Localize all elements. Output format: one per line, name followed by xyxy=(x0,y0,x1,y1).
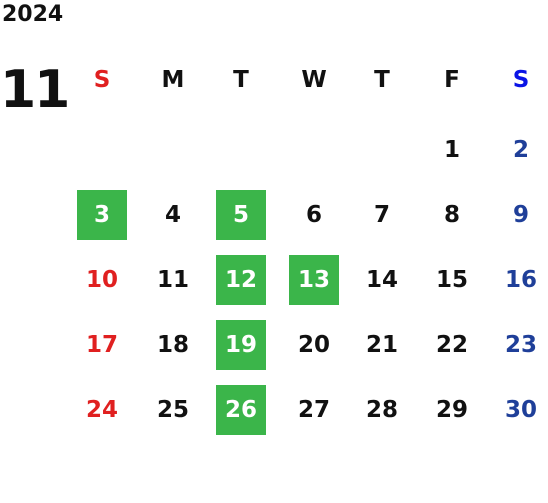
day: 1 xyxy=(443,137,460,163)
day: 18 xyxy=(156,332,189,358)
day: 4 xyxy=(164,202,181,228)
day: 28 xyxy=(365,397,398,423)
day: 24 xyxy=(85,397,118,423)
day: 25 xyxy=(156,397,189,423)
marked-day: 5 xyxy=(216,190,266,240)
marked-day: 13 xyxy=(289,255,339,305)
marked-day: 26 xyxy=(216,385,266,435)
marked-day: 3 xyxy=(77,190,127,240)
day: 16 xyxy=(504,267,537,293)
day: 22 xyxy=(435,332,468,358)
weekday-header: F xyxy=(444,67,460,93)
marked-day: 19 xyxy=(216,320,266,370)
day: 23 xyxy=(504,332,537,358)
day: 11 xyxy=(156,267,189,293)
weekday-header: S xyxy=(93,67,111,93)
day: 7 xyxy=(373,202,390,228)
month: 11 xyxy=(0,60,70,120)
weekday-header: W xyxy=(301,67,327,93)
weekday-header: T xyxy=(374,67,390,93)
year: 2024 xyxy=(2,2,64,27)
day: 9 xyxy=(512,202,529,228)
day: 2 xyxy=(512,137,529,163)
weekday-header: S xyxy=(512,67,530,93)
marked-day: 12 xyxy=(216,255,266,305)
day: 15 xyxy=(435,267,468,293)
day: 29 xyxy=(435,397,468,423)
day: 21 xyxy=(365,332,398,358)
weekday-header: T xyxy=(233,67,249,93)
day: 30 xyxy=(504,397,537,423)
day: 10 xyxy=(85,267,118,293)
day: 27 xyxy=(297,397,330,423)
day: 17 xyxy=(85,332,118,358)
day: 6 xyxy=(305,202,322,228)
day: 14 xyxy=(365,267,398,293)
day: 20 xyxy=(297,332,330,358)
weekday-header: M xyxy=(161,67,185,93)
day: 8 xyxy=(443,202,460,228)
